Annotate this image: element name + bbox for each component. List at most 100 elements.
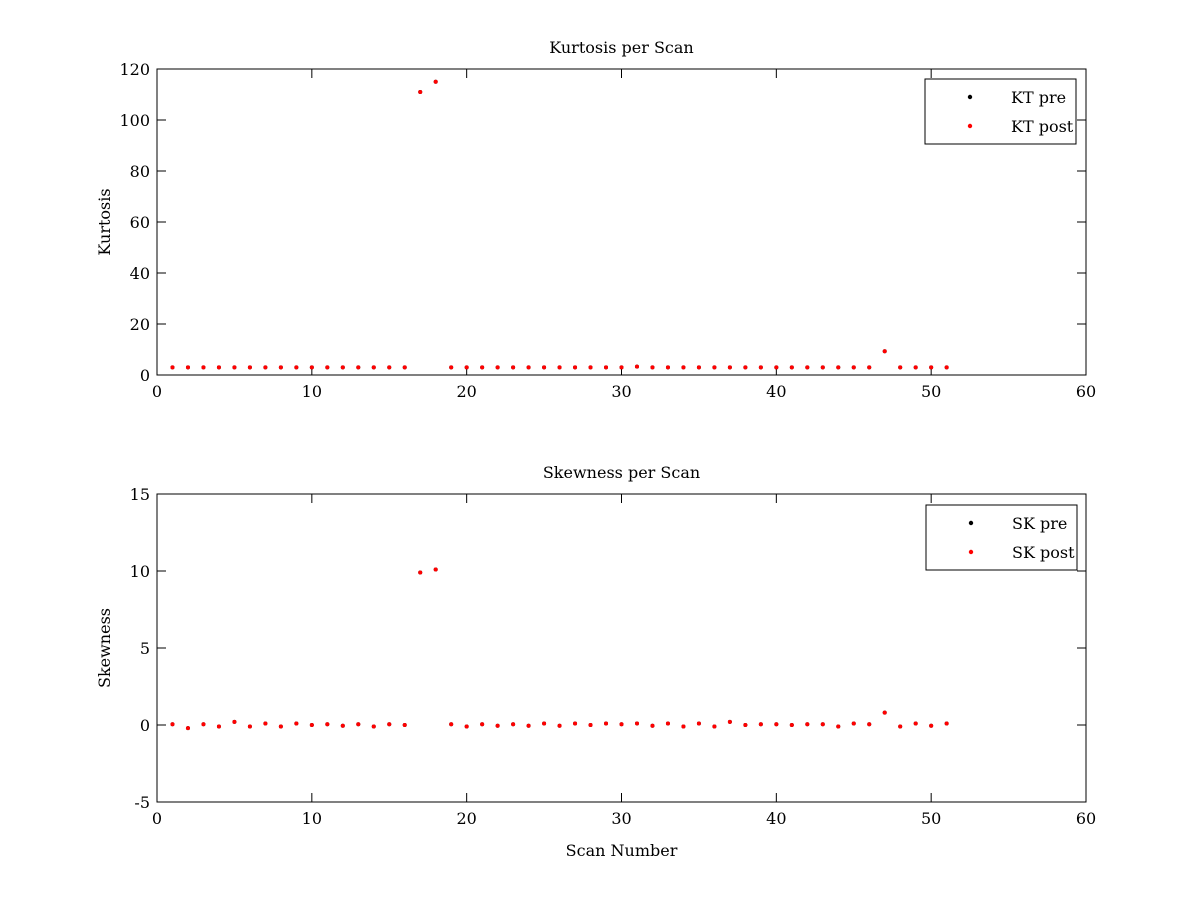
y-tick-label: 0 (140, 366, 150, 385)
data-point (542, 721, 547, 726)
x-tick-label: 60 (1076, 382, 1096, 401)
chart-title: Skewness per Scan (543, 463, 700, 482)
data-point (573, 365, 578, 370)
y-tick-label: 40 (130, 264, 150, 283)
data-point (325, 365, 330, 370)
data-point (278, 724, 283, 729)
data-point (557, 723, 562, 728)
data-point (836, 724, 841, 729)
legend-label: KT post (1011, 117, 1074, 136)
data-point (232, 719, 237, 724)
data-point (449, 365, 454, 370)
data-point (619, 722, 624, 727)
data-point (789, 723, 794, 727)
y-tick-label: 15 (130, 485, 150, 504)
data-point (712, 724, 717, 729)
data-point (882, 710, 887, 715)
series-2 (170, 567, 949, 731)
data-point (464, 365, 469, 370)
x-tick-label: 20 (456, 809, 476, 828)
data-point (944, 721, 949, 726)
x-tick-label: 10 (302, 382, 322, 401)
data-point (418, 570, 423, 575)
data-point (201, 722, 206, 727)
data-point (820, 365, 825, 370)
y-tick-label: 120 (119, 60, 150, 79)
data-point (634, 721, 639, 726)
data-point (247, 365, 252, 370)
data-point (929, 365, 934, 370)
data-point (371, 365, 376, 370)
data-point (294, 365, 299, 370)
data-point (356, 365, 361, 370)
data-point (526, 723, 531, 728)
data-point (944, 365, 949, 370)
legend-label: SK pre (1012, 514, 1067, 533)
data-point (650, 723, 655, 728)
data-point (696, 721, 701, 726)
data-point (727, 719, 732, 724)
legend-marker (968, 549, 974, 555)
data-point (851, 365, 856, 370)
data-point (820, 722, 825, 727)
data-point (604, 365, 609, 370)
x-tick-label: 40 (766, 809, 786, 828)
legend-box (925, 504, 1078, 571)
data-point (433, 79, 438, 84)
legend-box (924, 78, 1077, 145)
y-tick-label: 100 (119, 111, 150, 130)
data-point (201, 365, 206, 370)
data-point (387, 722, 392, 727)
data-point (681, 724, 686, 729)
data-point (542, 365, 547, 370)
data-point (867, 365, 872, 370)
data-point (402, 365, 407, 370)
y-tick-label: -5 (134, 793, 150, 812)
chart-title: Kurtosis per Scan (549, 38, 693, 57)
data-point (247, 724, 252, 729)
data-point (356, 722, 361, 727)
data-point (387, 365, 392, 370)
data-point (929, 723, 934, 728)
x-tick-label: 0 (152, 382, 162, 401)
y-tick-label: 0 (140, 716, 150, 735)
data-point (758, 365, 763, 370)
data-point (573, 721, 578, 726)
series-2 (170, 79, 949, 370)
legend-marker (968, 520, 974, 526)
data-point (170, 722, 175, 727)
data-point (340, 365, 345, 370)
data-point (789, 365, 794, 370)
x-tick-label: 30 (611, 809, 631, 828)
data-point (309, 365, 314, 370)
data-point (511, 722, 516, 727)
data-point (325, 722, 330, 727)
x-tick-label: 60 (1076, 809, 1096, 828)
data-point (805, 365, 810, 370)
data-point (913, 365, 918, 370)
y-tick-label: 20 (130, 315, 150, 334)
data-point (185, 726, 190, 731)
data-point (588, 365, 593, 370)
y-axis-label: Kurtosis (95, 188, 114, 255)
data-point (557, 365, 562, 370)
x-tick-label: 50 (921, 809, 941, 828)
data-point (263, 721, 268, 726)
x-tick-label: 50 (921, 382, 941, 401)
data-point (665, 365, 670, 370)
data-point (774, 365, 779, 370)
x-axis-label: Scan Number (566, 841, 678, 860)
data-point (851, 721, 856, 726)
data-point (216, 724, 221, 729)
data-point (681, 365, 686, 370)
legend-label: KT pre (1011, 88, 1066, 107)
data-point (216, 365, 221, 370)
legend: KT pre KT post (924, 78, 1077, 145)
legend: SK pre SK post (925, 504, 1078, 571)
data-point (913, 721, 918, 726)
data-point (185, 365, 190, 370)
data-point (294, 721, 299, 726)
data-point (836, 365, 841, 370)
y-tick-label: 80 (130, 162, 150, 181)
data-point (805, 722, 810, 727)
